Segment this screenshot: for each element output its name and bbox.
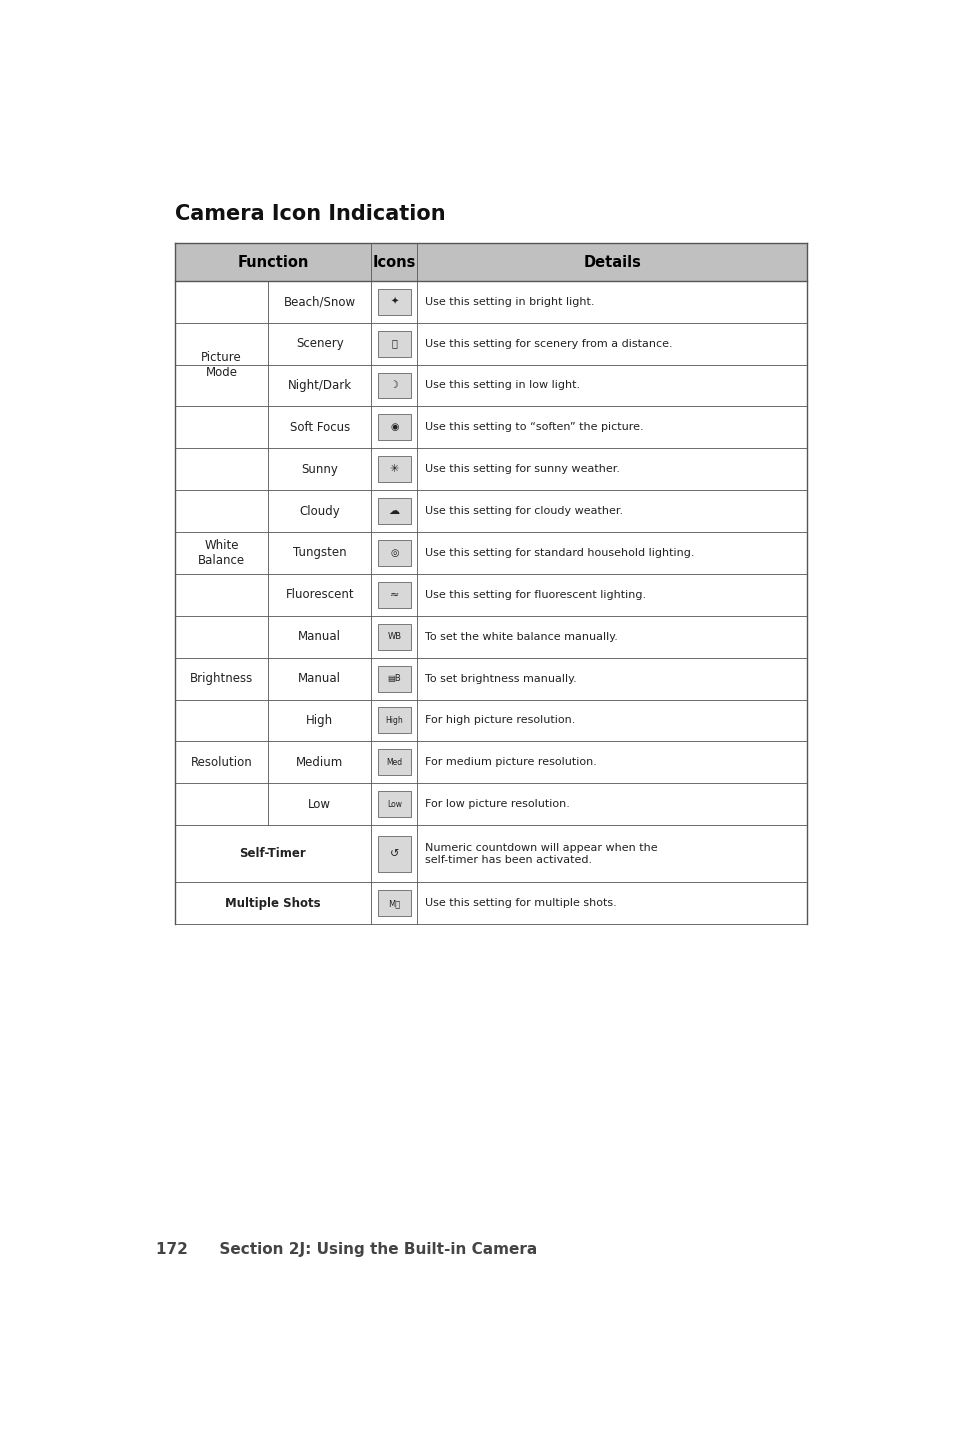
Bar (377, 791, 411, 817)
Bar (174, 365, 806, 406)
Text: Function: Function (237, 255, 309, 269)
Text: WB: WB (387, 633, 401, 641)
Bar (174, 280, 806, 322)
Text: High: High (385, 716, 403, 726)
Bar (174, 615, 806, 658)
Text: Use this setting for multiple shots.: Use this setting for multiple shots. (424, 899, 616, 909)
Bar (377, 836, 411, 871)
Text: For medium picture resolution.: For medium picture resolution. (424, 757, 596, 767)
Text: Sunny: Sunny (301, 462, 338, 475)
Bar (174, 243, 806, 280)
Text: ✳: ✳ (389, 464, 398, 474)
Text: Manual: Manual (298, 630, 341, 643)
Bar (377, 289, 411, 315)
Text: High: High (306, 714, 333, 727)
Bar (174, 883, 806, 924)
Text: Use this setting to “soften” the picture.: Use this setting to “soften” the picture… (424, 422, 642, 432)
Bar (377, 890, 411, 916)
Text: Details: Details (582, 255, 640, 269)
Text: ✦: ✦ (390, 296, 398, 306)
Bar (174, 658, 806, 700)
Text: Beach/Snow: Beach/Snow (283, 295, 355, 308)
Bar (174, 406, 806, 448)
Text: ◎: ◎ (390, 548, 398, 558)
Text: Use this setting for scenery from a distance.: Use this setting for scenery from a dist… (424, 339, 672, 349)
Text: Brightness: Brightness (190, 673, 253, 685)
Text: Icons: Icons (373, 255, 416, 269)
Bar (174, 532, 806, 574)
Text: White
Balance: White Balance (197, 539, 245, 567)
Bar (377, 539, 411, 565)
Bar (377, 456, 411, 482)
Text: Camera Icon Indication: Camera Icon Indication (174, 203, 445, 223)
Bar (174, 491, 806, 532)
Text: Picture
Mode: Picture Mode (201, 351, 242, 379)
Text: Night/Dark: Night/Dark (288, 379, 352, 392)
Text: Low: Low (387, 800, 401, 809)
Text: ☽: ☽ (390, 381, 398, 391)
Text: M⧉: M⧉ (388, 899, 400, 907)
Text: Use this setting for cloudy weather.: Use this setting for cloudy weather. (424, 507, 622, 517)
Text: Tungsten: Tungsten (293, 547, 346, 560)
Text: Low: Low (308, 797, 331, 811)
Text: ↺: ↺ (389, 849, 398, 859)
Text: To set the white balance manually.: To set the white balance manually. (424, 631, 617, 641)
Bar (174, 783, 806, 826)
Text: ☁: ☁ (389, 507, 399, 517)
Text: Soft Focus: Soft Focus (290, 421, 350, 434)
Bar (377, 624, 411, 650)
Text: For low picture resolution.: For low picture resolution. (424, 798, 569, 809)
Text: Medium: Medium (295, 756, 343, 768)
Text: ≈: ≈ (389, 590, 398, 600)
Bar (174, 741, 806, 783)
Text: Use this setting for standard household lighting.: Use this setting for standard household … (424, 548, 694, 558)
Text: Med: Med (386, 758, 402, 767)
Bar (377, 750, 411, 776)
Text: Use this setting in low light.: Use this setting in low light. (424, 381, 579, 391)
Text: Cloudy: Cloudy (299, 505, 340, 518)
Text: Manual: Manual (298, 673, 341, 685)
Bar (377, 582, 411, 608)
Text: Numeric countdown will appear when the
self-timer has been activated.: Numeric countdown will appear when the s… (424, 843, 657, 864)
Text: To set brightness manually.: To set brightness manually. (424, 674, 576, 684)
Bar (174, 322, 806, 365)
Bar (377, 665, 411, 691)
Text: ◉: ◉ (390, 422, 398, 432)
Text: Use this setting for sunny weather.: Use this setting for sunny weather. (424, 464, 619, 474)
Text: Multiple Shots: Multiple Shots (225, 897, 320, 910)
Text: Fluorescent: Fluorescent (285, 588, 354, 601)
Text: ⛰: ⛰ (391, 339, 396, 349)
Bar (377, 372, 411, 398)
Bar (377, 707, 411, 734)
Bar (174, 574, 806, 615)
Bar (377, 498, 411, 524)
Text: Scenery: Scenery (295, 338, 343, 351)
Text: Use this setting for fluorescent lighting.: Use this setting for fluorescent lightin… (424, 590, 645, 600)
Text: For high picture resolution.: For high picture resolution. (424, 716, 575, 726)
Text: Resolution: Resolution (191, 756, 253, 768)
Text: Use this setting in bright light.: Use this setting in bright light. (424, 296, 594, 306)
Bar (174, 700, 806, 741)
Bar (174, 826, 806, 883)
Bar (377, 415, 411, 441)
Text: 172      Section 2J: Using the Built-in Camera: 172 Section 2J: Using the Built-in Camer… (156, 1242, 537, 1256)
Bar (174, 448, 806, 491)
Text: ▤B: ▤B (387, 674, 401, 683)
Bar (377, 331, 411, 356)
Text: Self-Timer: Self-Timer (239, 847, 306, 860)
